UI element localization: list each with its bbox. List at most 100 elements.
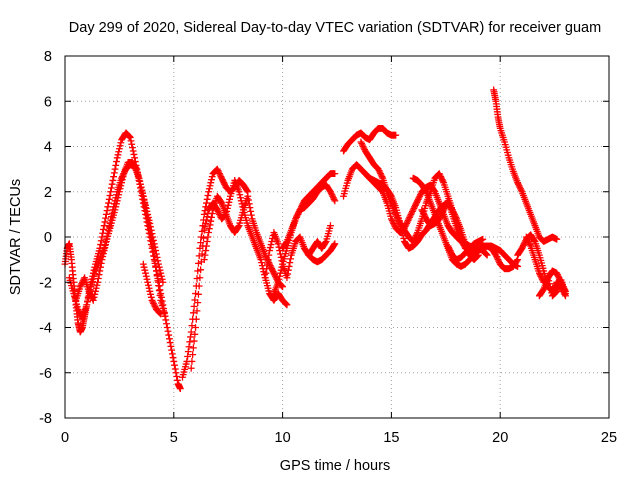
data-point [100,250,107,257]
data-point [530,236,538,244]
data-point [147,290,154,298]
data-point [171,365,179,373]
data-point [406,213,413,221]
data-point [214,167,222,175]
data-point [360,144,368,152]
data-point [162,316,170,324]
data-point [157,269,165,277]
data-point [113,197,121,205]
data-point [74,306,82,313]
data-point [482,250,490,257]
data-point [359,143,367,150]
data-point [151,302,159,310]
data-point [415,194,423,202]
data-point [439,177,447,185]
data-point [268,238,276,245]
data-point [546,283,554,291]
data-point [271,271,279,279]
data-point [554,272,562,280]
data-point [158,275,166,283]
data-point [141,198,149,206]
data-point [149,298,157,306]
data-point [105,199,112,207]
data-point [100,222,108,230]
data-point [274,240,282,248]
data-point [152,247,160,254]
data-point [412,200,420,208]
data-point [110,173,117,181]
data-point [407,210,415,218]
data-point [538,274,545,282]
data-point [279,283,286,291]
data-point [267,263,275,271]
data-point [86,289,94,297]
data-point [84,298,91,306]
data-point [111,165,119,173]
data-point [266,244,274,251]
data-point [221,180,228,188]
data-point [328,191,336,199]
data-point [277,269,284,277]
data-point [113,158,120,165]
series-arc-12 [340,125,400,155]
y-tick-label: 6 [44,94,52,110]
data-point [92,284,100,292]
data-point [327,189,335,197]
data-point [483,250,490,258]
data-point [190,337,198,345]
data-point [129,147,137,155]
data-point [237,194,244,202]
data-point [117,182,125,190]
data-point [168,346,176,354]
data-point [136,177,144,185]
data-point [188,322,196,330]
y-tick-label: -4 [39,321,52,337]
data-point [520,240,528,248]
grid [65,56,609,418]
y-axis-label: SDTVAR / TECUs [8,179,24,295]
data-point [208,173,216,181]
data-point [483,251,491,259]
data-point [413,198,421,206]
data-point [409,207,416,215]
data-point [494,256,502,264]
data-point [234,223,242,231]
data-point [168,350,176,358]
data-point [225,198,233,206]
data-point [115,148,123,156]
data-point [200,234,207,242]
data-point [98,256,106,264]
data-point [119,173,127,181]
data-point [517,185,524,193]
data-point [293,212,301,220]
data-point [435,170,443,178]
x-tick-label: 0 [61,430,69,446]
data-point [553,269,561,277]
data-point [405,215,413,223]
data-point [535,269,543,277]
data-point [520,241,527,249]
data-point [117,139,125,147]
data-point [161,312,169,320]
data-point [197,266,205,274]
data-point [166,339,174,346]
y-tick-label: 8 [44,49,52,65]
data-point [390,221,398,229]
data-point [99,253,107,261]
data-point [284,270,292,278]
data-point [126,134,134,141]
data-point [274,278,282,286]
data-point [112,203,120,211]
data-point [128,140,136,148]
data-point [171,361,178,369]
data-point [116,142,124,150]
data-point [205,229,213,236]
data-point [218,176,226,184]
data-point [189,344,197,352]
data-point [155,309,163,316]
data-point [176,385,184,392]
data-point [139,189,147,197]
data-point [224,201,232,209]
data-point [444,242,452,250]
data-point [524,236,532,244]
